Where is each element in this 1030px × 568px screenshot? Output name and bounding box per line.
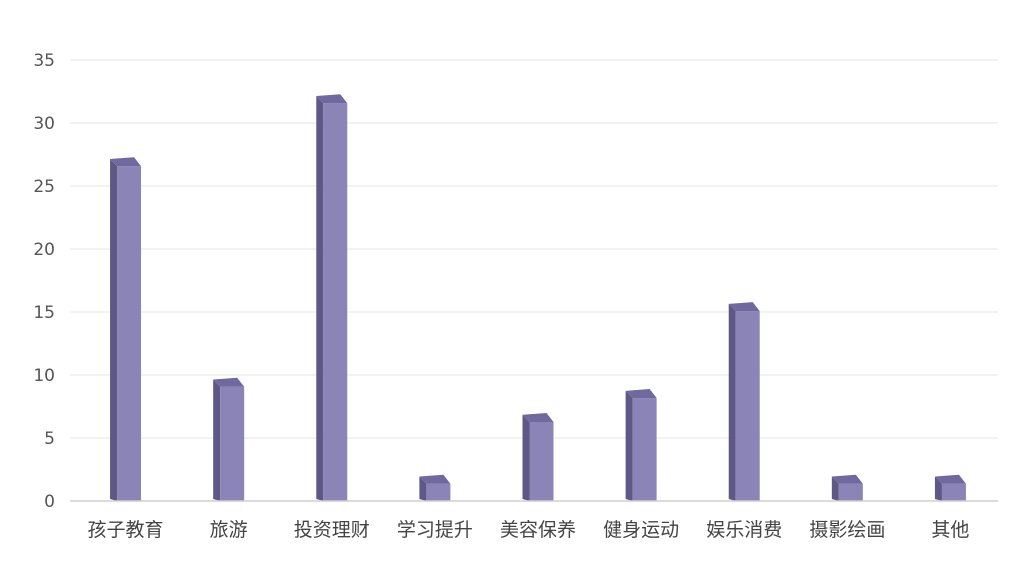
bars: [110, 94, 966, 501]
y-tick-label: 30: [33, 114, 55, 134]
bar-front: [426, 483, 451, 501]
bar: [213, 377, 245, 501]
y-tick-label: 20: [33, 240, 55, 260]
bar-front: [220, 386, 245, 501]
bar-side: [625, 390, 633, 501]
y-axis-ticks: 0 5 10 15 20 25 30 35: [33, 51, 55, 512]
bar-top: [728, 302, 760, 312]
bar-front: [838, 483, 863, 501]
bar-side: [831, 476, 839, 501]
bar-top: [625, 389, 657, 399]
grid-lines: [70, 59, 998, 439]
bar-side: [522, 414, 530, 501]
bar: [316, 94, 348, 501]
bar-side: [316, 96, 324, 501]
bar-side: [213, 379, 221, 501]
x-axis-labels: 孩子教育 旅游 投资理财 学习提升 美容保养 健身运动 娱乐消费 摄影绘画 其他: [88, 519, 970, 541]
bar-front: [735, 311, 760, 501]
bar-top: [419, 474, 451, 484]
y-tick-label: 10: [33, 366, 55, 386]
bar-top: [831, 474, 863, 484]
bar: [831, 474, 863, 501]
bar: [625, 389, 657, 501]
bar: [728, 302, 760, 501]
x-tick-label: 投资理财: [294, 519, 370, 541]
x-tick-label: 健身运动: [603, 519, 679, 541]
bar-top: [316, 94, 348, 104]
y-tick-label: 15: [33, 303, 55, 323]
y-tick-label: 35: [33, 51, 55, 71]
bar: [419, 474, 451, 501]
bar-side: [934, 476, 942, 501]
bar-top: [522, 412, 554, 422]
x-tick-label: 其他: [931, 519, 969, 541]
bar-front: [117, 166, 142, 501]
bar: [934, 474, 966, 501]
bar-front: [941, 483, 966, 501]
bar-side: [110, 159, 118, 501]
bar-side: [728, 303, 736, 501]
x-tick-label: 娱乐消费: [706, 519, 782, 541]
bar-side: [419, 476, 427, 501]
x-tick-label: 美容保养: [500, 519, 576, 541]
x-tick-label: 学习提升: [397, 519, 473, 541]
y-tick-label: 5: [44, 429, 55, 449]
bar: [522, 412, 554, 501]
y-tick-label: 25: [33, 177, 55, 197]
x-tick-label: 摄影绘画: [809, 519, 885, 541]
bar-top: [934, 474, 966, 484]
bar-top: [213, 377, 245, 387]
bar: [110, 157, 142, 501]
bar-front: [632, 398, 657, 501]
bar-front: [323, 103, 348, 501]
bar-front: [529, 421, 554, 501]
bar-top: [110, 157, 142, 167]
x-tick-label: 孩子教育: [88, 519, 164, 541]
y-tick-label: 0: [44, 492, 55, 512]
x-tick-label: 旅游: [210, 519, 248, 541]
